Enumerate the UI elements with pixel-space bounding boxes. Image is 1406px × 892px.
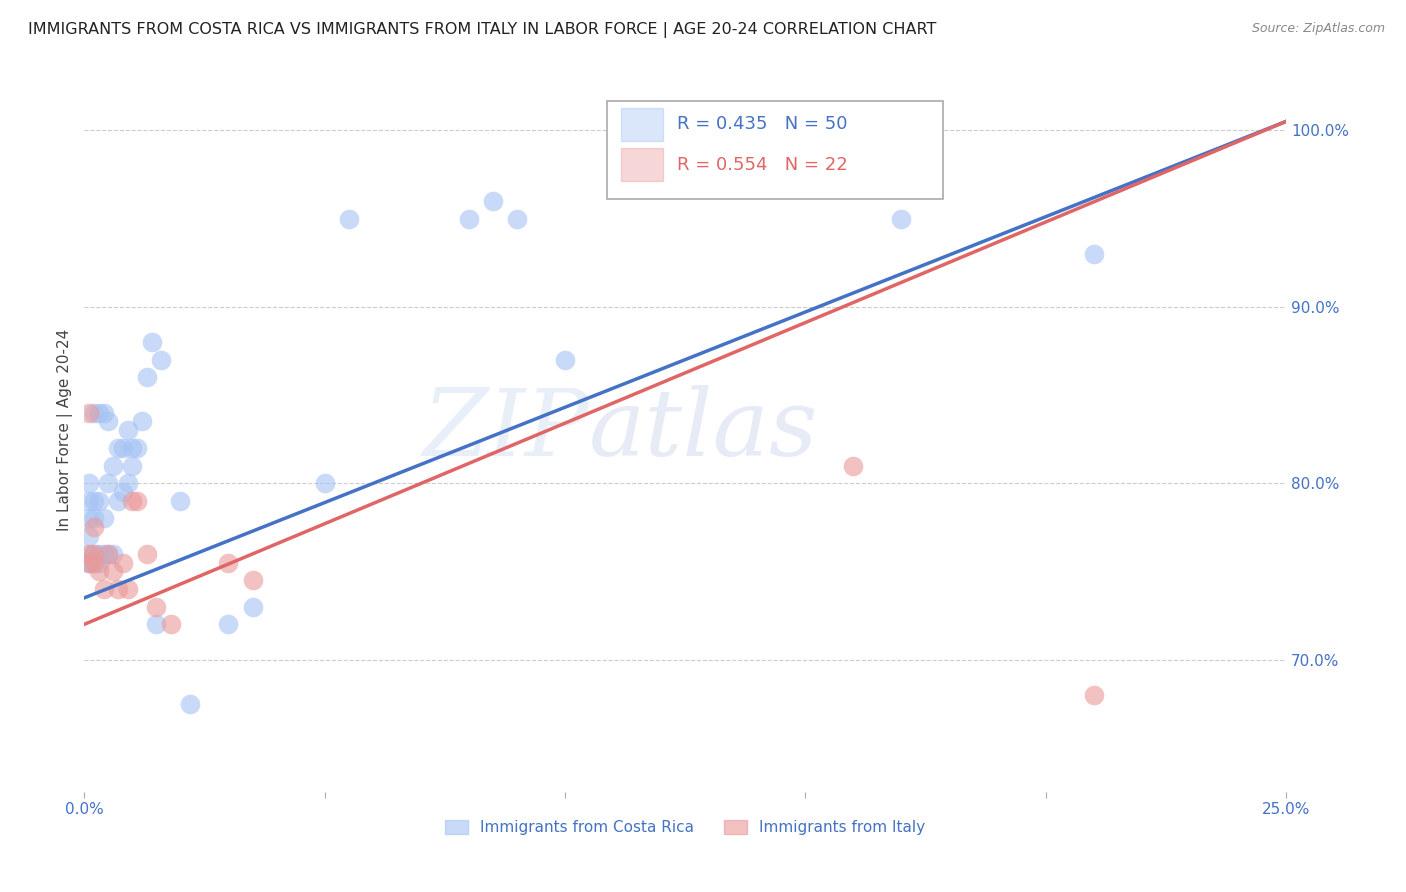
- Point: [77, 511, 100, 525]
- Point: [179, 697, 201, 711]
- Point: [117, 476, 139, 491]
- Point: [121, 458, 143, 473]
- Point: [135, 547, 157, 561]
- Point: [242, 573, 264, 587]
- Point: [482, 194, 505, 208]
- Point: [87, 406, 110, 420]
- Point: [83, 493, 105, 508]
- Point: [121, 441, 143, 455]
- Legend: Immigrants from Costa Rica, Immigrants from Italy: Immigrants from Costa Rica, Immigrants f…: [444, 820, 925, 835]
- Point: [97, 414, 120, 428]
- Point: [135, 370, 157, 384]
- Point: [890, 211, 912, 226]
- Point: [83, 556, 105, 570]
- Point: [83, 406, 105, 420]
- Text: ZIP: ZIP: [422, 385, 589, 475]
- Point: [1083, 688, 1105, 702]
- Point: [159, 617, 181, 632]
- Text: Source: ZipAtlas.com: Source: ZipAtlas.com: [1251, 22, 1385, 36]
- Point: [111, 441, 134, 455]
- Point: [506, 211, 529, 226]
- Point: [554, 352, 576, 367]
- Point: [127, 441, 149, 455]
- Point: [107, 441, 129, 455]
- Point: [117, 423, 139, 437]
- Point: [121, 493, 143, 508]
- Bar: [621, 148, 664, 181]
- Text: R = 0.435   N = 50: R = 0.435 N = 50: [676, 115, 848, 133]
- Point: [83, 556, 105, 570]
- Point: [77, 556, 100, 570]
- Point: [169, 493, 191, 508]
- Point: [77, 406, 100, 420]
- Point: [131, 414, 153, 428]
- Text: R = 0.554   N = 22: R = 0.554 N = 22: [676, 156, 848, 174]
- Point: [93, 547, 115, 561]
- Point: [83, 547, 105, 561]
- Point: [150, 352, 173, 367]
- Text: IMMIGRANTS FROM COSTA RICA VS IMMIGRANTS FROM ITALY IN LABOR FORCE | AGE 20-24 C: IMMIGRANTS FROM COSTA RICA VS IMMIGRANTS…: [28, 22, 936, 38]
- Point: [93, 511, 115, 525]
- Point: [101, 458, 124, 473]
- Point: [77, 493, 100, 508]
- Point: [93, 582, 115, 596]
- Point: [83, 511, 105, 525]
- Point: [77, 547, 100, 561]
- Point: [77, 556, 100, 570]
- Point: [314, 476, 336, 491]
- Point: [83, 520, 105, 534]
- Point: [101, 565, 124, 579]
- Text: atlas: atlas: [589, 385, 818, 475]
- Point: [93, 406, 115, 420]
- Point: [83, 547, 105, 561]
- Point: [87, 493, 110, 508]
- Point: [218, 556, 240, 570]
- Point: [242, 599, 264, 614]
- Point: [337, 211, 360, 226]
- Point: [1083, 247, 1105, 261]
- Point: [77, 476, 100, 491]
- Point: [145, 617, 167, 632]
- Point: [101, 547, 124, 561]
- Point: [842, 458, 865, 473]
- Point: [457, 211, 479, 226]
- Point: [77, 529, 100, 543]
- Y-axis label: In Labor Force | Age 20-24: In Labor Force | Age 20-24: [58, 329, 73, 532]
- Point: [111, 485, 134, 500]
- Point: [97, 476, 120, 491]
- Point: [77, 556, 100, 570]
- Point: [97, 547, 120, 561]
- Point: [218, 617, 240, 632]
- Point: [87, 547, 110, 561]
- Point: [77, 547, 100, 561]
- Point: [127, 493, 149, 508]
- Point: [117, 582, 139, 596]
- Point: [107, 582, 129, 596]
- Point: [87, 556, 110, 570]
- Point: [97, 547, 120, 561]
- Point: [145, 599, 167, 614]
- Point: [107, 493, 129, 508]
- Point: [87, 565, 110, 579]
- FancyBboxPatch shape: [607, 101, 943, 199]
- Point: [111, 556, 134, 570]
- Bar: [621, 108, 664, 141]
- Point: [141, 334, 163, 349]
